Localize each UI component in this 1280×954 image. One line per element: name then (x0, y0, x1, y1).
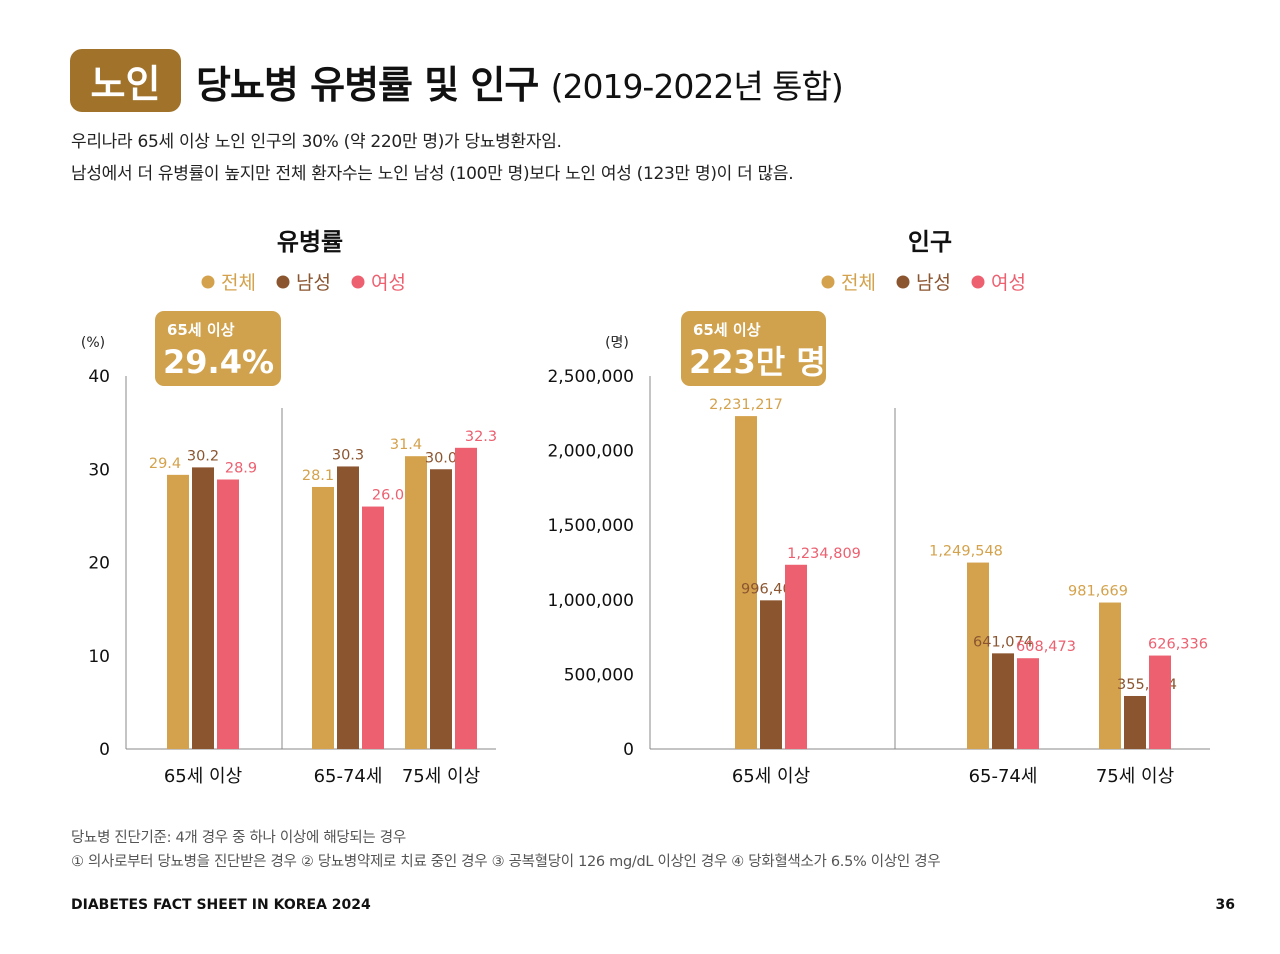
x-tick-label: 65세 이상 (732, 766, 810, 787)
x-tick-label: 75세 이상 (1096, 766, 1174, 787)
y-tick-label: 2,500,000 (547, 367, 634, 387)
data-label: 28.9 (225, 461, 257, 477)
bar-female (455, 447, 477, 749)
bar-male (192, 467, 214, 749)
data-label: 31.4 (390, 437, 422, 453)
data-label: 641,074 (973, 634, 1033, 650)
bar-total (167, 474, 189, 749)
y-tick-label: 30 (88, 460, 110, 480)
callout-label: 65세 이상 (693, 321, 761, 339)
bar-female (1149, 655, 1171, 749)
bar-total (405, 456, 427, 749)
page-title: 당뇨병 유병률 및 인구 (2019-2022년 통합) (196, 54, 844, 109)
bar-female (362, 506, 384, 749)
data-label: 626,336 (1148, 637, 1208, 653)
note-line-2: ① 의사로부터 당뇨병을 진단받은 경우 ② 당뇨병약제로 치료 중인 경우 ③… (71, 854, 941, 870)
x-tick-label: 65-74세 (314, 766, 383, 787)
legend-marker-1 (896, 275, 910, 289)
y-tick-label: 2,000,000 (547, 442, 634, 462)
y-tick-label: 0 (623, 740, 634, 760)
data-label: 30.0 (425, 450, 457, 466)
legend-marker-1 (276, 275, 290, 289)
chart-title: 유병률 (277, 228, 343, 256)
legend-label: 여성 (991, 272, 1026, 294)
footer-title: DIABETES FACT SHEET IN KOREA 2024 (71, 897, 371, 913)
legend-marker-2 (971, 275, 985, 289)
bar-male (430, 469, 452, 749)
bar-male (337, 466, 359, 749)
legend-label: 남성 (296, 272, 331, 294)
y-tick-label: 1,500,000 (547, 516, 634, 536)
data-label: 2,231,217 (709, 397, 783, 413)
y-tick-label: 20 (88, 554, 110, 574)
section-badge: 노인 (70, 49, 181, 112)
description-line-2: 남성에서 더 유병률이 높지만 전체 환자수는 노인 남성 (100만 명)보다… (71, 164, 794, 184)
y-axis-label: (명) (605, 335, 629, 351)
data-label: 30.3 (332, 447, 364, 463)
data-label: 608,473 (1016, 639, 1076, 655)
legend-label: 여성 (371, 272, 406, 294)
bar-male (992, 653, 1014, 749)
y-tick-label: 0 (99, 740, 110, 760)
callout-value: 29.4% (163, 343, 274, 381)
page-number: 36 (1215, 897, 1235, 913)
x-tick-label: 65-74세 (969, 766, 1038, 787)
data-label: 26.0 (372, 488, 404, 504)
bar-male (1124, 695, 1146, 749)
bar-total (1099, 602, 1121, 749)
chart-title: 인구 (908, 228, 952, 256)
title-sub: (2019-2022년 통합) (550, 67, 844, 106)
callout-value: 223만 명 (689, 343, 826, 381)
y-tick-label: 10 (88, 647, 110, 667)
bar-female (785, 564, 807, 749)
x-tick-label: 65세 이상 (164, 766, 242, 787)
callout-box (681, 311, 826, 386)
y-tick-label: 500,000 (564, 665, 634, 685)
bar-total (735, 416, 757, 749)
data-label: 981,669 (1068, 584, 1128, 600)
data-label: 1,249,548 (929, 544, 1003, 560)
note-line-1: 당뇨병 진단기준: 4개 경우 중 하나 이상에 해당되는 경우 (71, 830, 406, 846)
x-tick-label: 75세 이상 (402, 766, 480, 787)
legend-marker-2 (351, 275, 365, 289)
legend-marker-0 (201, 275, 215, 289)
description-line-1: 우리나라 65세 이상 노인 인구의 30% (약 220만 명)가 당뇨병환자… (71, 132, 562, 152)
bar-female (1017, 658, 1039, 749)
y-tick-label: 1,000,000 (547, 591, 634, 611)
data-label: 32.3 (465, 429, 497, 445)
legend-label: 전체 (841, 272, 876, 294)
bar-male (760, 600, 782, 749)
callout-label: 65세 이상 (167, 321, 235, 339)
data-label: 29.4 (149, 456, 181, 472)
data-label: 28.1 (302, 468, 334, 484)
data-label: 30.2 (187, 448, 219, 464)
legend-label: 전체 (221, 272, 256, 294)
bar-total (312, 486, 334, 749)
y-tick-label: 40 (88, 367, 110, 387)
legend-label: 남성 (916, 272, 951, 294)
callout-box (155, 311, 281, 386)
data-label: 1,234,809 (787, 546, 861, 562)
y-axis-label: (%) (81, 335, 105, 351)
title-main: 당뇨병 유병률 및 인구 (196, 63, 539, 107)
bar-total (967, 562, 989, 749)
bar-female (217, 479, 239, 749)
legend-marker-0 (821, 275, 835, 289)
